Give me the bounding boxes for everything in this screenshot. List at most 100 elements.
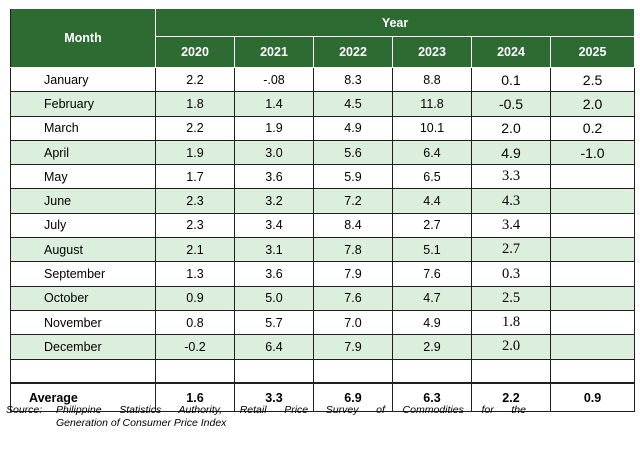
value-cell-2024: 0.1: [471, 66, 551, 93]
average-value-2022: 6.9: [313, 382, 393, 413]
year-header-2020: 2020: [155, 36, 235, 68]
value-cell-2024: 2.7: [471, 237, 551, 263]
value-cell-2024: 2.0: [471, 115, 551, 141]
value-cell-2025: 2.0: [549, 91, 636, 117]
value-cell-2020: 2.2: [155, 66, 235, 93]
value-cell-2023: 4.9: [392, 309, 472, 336]
year-header-2023: 2023: [392, 36, 472, 68]
value-cell-2024: 4.3: [471, 188, 551, 214]
value-cell-2024: 0.3: [471, 261, 551, 287]
value-cell-2022: 7.2: [313, 188, 393, 214]
value-cell-2021: 1.4: [234, 91, 314, 117]
table-row: December -0.2 6.4 7.9 2.9 2.0: [10, 334, 636, 360]
spacer-cell: [392, 358, 472, 384]
value-cell-2021: 3.1: [234, 237, 314, 263]
value-cell-2021: 5.7: [234, 309, 314, 336]
value-cell-2020: 2.3: [155, 212, 235, 239]
average-row: Average 1.6 3.3 6.9 6.3 2.2 0.9: [10, 382, 636, 413]
value-cell-2025: [549, 188, 636, 214]
month-cell: October: [10, 285, 156, 311]
month-cell: June: [10, 188, 156, 214]
value-cell-2020: 0.8: [155, 309, 235, 336]
source-label: Source:: [6, 404, 43, 416]
table-body: January 2.2 -.08 8.3 8.8 0.1 2.5 February 1.8 1.4…: [10, 66, 636, 413]
value-cell-2023: 2.9: [392, 334, 472, 360]
value-cell-2023: 5.1: [392, 237, 472, 263]
value-cell-2025: [549, 285, 636, 311]
table-row: February 1.8 1.4 4.5 11.8 -0.5 2.0: [10, 91, 636, 117]
value-cell-2022: 4.9: [313, 115, 393, 141]
value-cell-2025: 2.5: [549, 66, 636, 93]
value-cell-2023: 4.4: [392, 188, 472, 214]
value-cell-2024: -0.5: [471, 91, 551, 117]
table-row: May 1.7 3.6 5.9 6.5 3.3: [10, 164, 636, 190]
value-cell-2021: 3.2: [234, 188, 314, 214]
value-cell-2020: 2.3: [155, 188, 235, 214]
table-row: June 2.3 3.2 7.2 4.4 4.3: [10, 188, 636, 214]
value-cell-2021: 3.0: [234, 139, 314, 166]
value-cell-2020: 1.8: [155, 91, 235, 117]
average-value-2020: 1.6: [155, 382, 235, 413]
value-cell-2022: 5.9: [313, 164, 393, 190]
table-row: August 2.1 3.1 7.8 5.1 2.7: [10, 237, 636, 263]
value-cell-2024: 3.3: [471, 164, 551, 190]
value-cell-2024: 2.0: [471, 334, 551, 360]
year-header-2022: 2022: [313, 36, 393, 68]
month-cell: May: [10, 164, 156, 190]
spacer-cell: [10, 358, 156, 384]
table-row: November 0.8 5.7 7.0 4.9 1.8: [10, 309, 636, 336]
value-cell-2025: [549, 261, 636, 287]
value-cell-2020: 0.9: [155, 285, 235, 311]
value-cell-2024: 3.4: [471, 212, 551, 239]
spacer-cell: [155, 358, 235, 384]
value-cell-2021: 5.0: [234, 285, 314, 311]
source-note: Source: Philippine Statistics Authority, …: [6, 404, 526, 430]
value-cell-2023: 6.4: [392, 139, 472, 166]
value-cell-2020: -0.2: [155, 334, 235, 360]
value-cell-2023: 11.8: [392, 91, 472, 117]
table-row: April 1.9 3.0 5.6 6.4 4.9 -1.0: [10, 139, 636, 166]
value-cell-2025: [549, 334, 636, 360]
value-cell-2023: 6.5: [392, 164, 472, 190]
month-column-header: Month: [10, 8, 156, 68]
average-label: Average: [10, 382, 156, 413]
month-cell: July: [10, 212, 156, 239]
inflation-table: Month Year 2020 2021 2022 2023 2024 2025…: [10, 8, 636, 413]
spacer-cell: [471, 358, 551, 384]
table-row: September 1.3 3.6 7.9 7.6 0.3: [10, 261, 636, 287]
value-cell-2020: 1.7: [155, 164, 235, 190]
value-cell-2023: 2.7: [392, 212, 472, 239]
value-cell-2025: -1.0: [549, 139, 636, 166]
source-line-1: Source: Philippine Statistics Authority, …: [6, 404, 526, 417]
value-cell-2021: -.08: [234, 66, 314, 93]
spacer-cell: [549, 358, 636, 384]
year-header-2024: 2024: [471, 36, 551, 68]
table-row: July 2.3 3.4 8.4 2.7 3.4: [10, 212, 636, 239]
value-cell-2025: 0.2: [549, 115, 636, 141]
month-cell: April: [10, 139, 156, 166]
value-cell-2021: 3.4: [234, 212, 314, 239]
year-header-2021: 2021: [234, 36, 314, 68]
month-cell: September: [10, 261, 156, 287]
value-cell-2020: 2.2: [155, 115, 235, 141]
value-cell-2023: 8.8: [392, 66, 472, 93]
value-cell-2021: 6.4: [234, 334, 314, 360]
month-cell: March: [10, 115, 156, 141]
value-cell-2025: [549, 237, 636, 263]
value-cell-2020: 2.1: [155, 237, 235, 263]
value-cell-2022: 7.9: [313, 334, 393, 360]
year-header-2025: 2025: [549, 36, 636, 68]
value-cell-2023: 4.7: [392, 285, 472, 311]
value-cell-2021: 3.6: [234, 164, 314, 190]
average-value-2025: 0.9: [549, 382, 636, 413]
month-cell: December: [10, 334, 156, 360]
month-cell: February: [10, 91, 156, 117]
spacer-cell: [313, 358, 393, 384]
spacer-cell: [234, 358, 314, 384]
value-cell-2025: [549, 309, 636, 336]
value-cell-2021: 1.9: [234, 115, 314, 141]
value-cell-2022: 8.3: [313, 66, 393, 93]
month-cell: January: [10, 66, 156, 93]
value-cell-2022: 8.4: [313, 212, 393, 239]
month-cell: August: [10, 237, 156, 263]
